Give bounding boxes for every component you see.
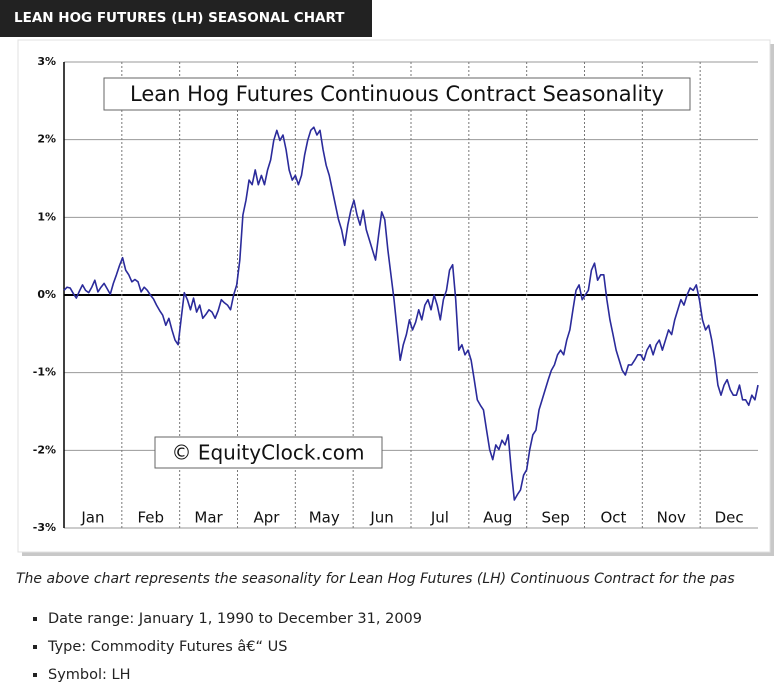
grid: 3% 2% 1% 0% -1% -2% -3% Jan Feb Mar Apr May Jun Jul Au…	[33, 55, 758, 534]
x-tick-label: Aug	[483, 509, 512, 527]
watermark-box	[154, 436, 383, 469]
chart: 3% 2% 1% 0% -1% -2% -3% Jan Feb Mar Apr May Jun Jul Au…	[17, 39, 774, 556]
x-tick-label: Nov	[657, 509, 686, 527]
y-tick-label: 1%	[37, 210, 56, 223]
x-tick-label: Oct	[600, 509, 626, 527]
details-list: Date range: January 1, 1990 to December …	[22, 600, 748, 684]
seasonal-line	[63, 126, 759, 501]
detail-item: Type: Commodity Futures â€“ US	[48, 628, 748, 656]
watermark: © EquityClock.com	[171, 441, 364, 465]
x-tick-label: Feb	[137, 509, 164, 527]
plot	[63, 126, 759, 501]
y-tick-label: 2%	[37, 133, 56, 146]
y-tick-label: 0%	[37, 288, 56, 301]
x-tick-label: Sep	[541, 509, 569, 527]
y-tick-label: -1%	[33, 366, 56, 379]
x-tick-label: Jan	[80, 509, 104, 527]
caption: The above chart represents the seasonali…	[16, 571, 735, 587]
header-title: LEAN HOG FUTURES (LH) SEASONAL CHART	[0, 0, 372, 37]
x-tick-label: Jul	[430, 509, 449, 527]
x-tick-label: Apr	[253, 509, 280, 527]
detail-item: Date range: January 1, 1990 to December …	[48, 600, 748, 628]
y-tick-label: 3%	[37, 55, 56, 68]
title-box	[103, 77, 691, 111]
x-tick-label: Dec	[715, 509, 744, 527]
y-tick-label: -2%	[33, 443, 56, 456]
x-tick-label: Mar	[194, 509, 223, 527]
detail-item: Symbol: LH	[48, 656, 748, 684]
x-tick-label: May	[309, 509, 340, 527]
y-tick-label: -3%	[33, 521, 56, 534]
x-tick-label: Jun	[369, 509, 393, 527]
chart-title: Lean Hog Futures Continuous Contract Sea…	[130, 82, 664, 106]
